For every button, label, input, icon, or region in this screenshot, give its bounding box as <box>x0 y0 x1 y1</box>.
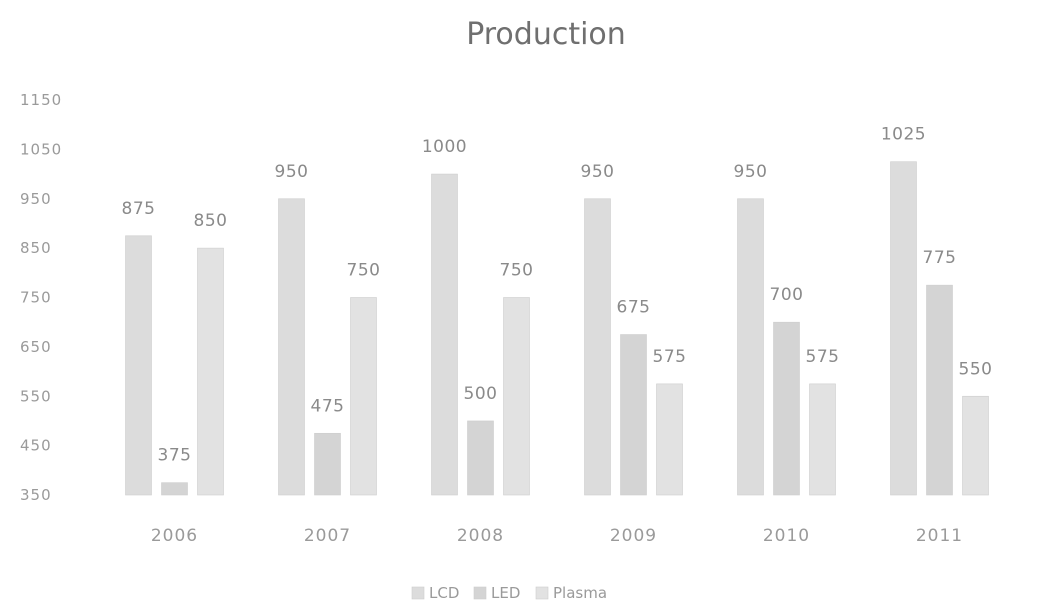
data-label-lcd-2006: 875 <box>122 199 156 219</box>
legend-swatch-lcd <box>411 586 425 600</box>
legend: LCD LED Plasma <box>411 584 607 602</box>
y-tick-label: 1050 <box>20 140 62 158</box>
bar-plasma-2010 <box>809 383 836 496</box>
y-tick-label: 950 <box>20 190 52 208</box>
bar-plasma-2006 <box>197 247 224 496</box>
bar-lcd-2009 <box>584 198 611 496</box>
y-axis: 350 450 550 650 750 850 950 1050 1150 <box>20 91 62 504</box>
bar-led-2010 <box>773 321 800 496</box>
data-label-led-2009: 675 <box>617 298 651 318</box>
legend-swatch-led <box>473 586 487 600</box>
bar-lcd-2011 <box>890 161 917 496</box>
data-label-plasma-2007: 750 <box>347 261 381 281</box>
x-axis: 2006 2007 2008 2009 2010 2011 <box>151 526 963 546</box>
chart-title: Production <box>466 17 626 52</box>
bar-led-2008 <box>467 420 494 496</box>
bar-lcd-2007 <box>278 198 305 496</box>
legend-label-plasma: Plasma <box>553 584 607 602</box>
bar-lcd-2006 <box>125 235 152 496</box>
legend-label-lcd: LCD <box>429 584 459 602</box>
data-label-lcd-2011: 1025 <box>881 125 926 145</box>
y-tick-label: 550 <box>20 387 52 405</box>
data-label-led-2010: 700 <box>770 285 804 305</box>
bar-led-2006 <box>161 482 188 496</box>
x-tick-label: 2009 <box>610 526 657 546</box>
data-label-lcd-2009: 950 <box>581 162 615 182</box>
y-tick-label: 850 <box>20 239 52 257</box>
data-label-plasma-2006: 850 <box>194 211 228 231</box>
bar-plasma-2011 <box>962 395 989 496</box>
legend-label-led: LED <box>491 584 520 602</box>
y-tick-label: 450 <box>20 437 52 455</box>
data-label-plasma-2008: 750 <box>500 261 534 281</box>
bar-plasma-2008 <box>503 297 530 496</box>
data-label-plasma-2011: 550 <box>959 359 993 379</box>
legend-swatch-plasma <box>535 586 549 600</box>
data-label-led-2006: 375 <box>158 446 192 466</box>
bar-led-2011 <box>926 284 953 496</box>
data-label-lcd-2010: 950 <box>734 162 768 182</box>
x-tick-label: 2008 <box>457 526 504 546</box>
bars <box>125 161 989 496</box>
data-label-led-2011: 775 <box>923 248 957 268</box>
x-tick-label: 2007 <box>304 526 351 546</box>
data-label-lcd-2007: 950 <box>275 162 309 182</box>
y-tick-label: 650 <box>20 338 52 356</box>
bar-lcd-2010 <box>737 198 764 496</box>
bar-lcd-2008 <box>431 173 458 496</box>
data-label-led-2008: 500 <box>464 384 498 404</box>
y-tick-label: 750 <box>20 289 52 307</box>
bar-plasma-2009 <box>656 383 683 496</box>
data-labels: 875 375 850 950 475 750 1000 500 750 950 675 575 950… <box>122 125 993 466</box>
data-label-plasma-2009: 575 <box>653 347 687 367</box>
x-tick-label: 2011 <box>916 526 963 546</box>
y-tick-label: 1150 <box>20 91 62 109</box>
bar-led-2009 <box>620 334 647 496</box>
data-label-led-2007: 475 <box>311 396 345 416</box>
x-tick-label: 2010 <box>763 526 810 546</box>
data-label-plasma-2010: 575 <box>806 347 840 367</box>
bar-plasma-2007 <box>350 297 377 496</box>
y-tick-label: 350 <box>20 486 52 504</box>
bar-led-2007 <box>314 432 341 496</box>
data-label-lcd-2008: 1000 <box>422 137 467 157</box>
x-tick-label: 2006 <box>151 526 198 546</box>
